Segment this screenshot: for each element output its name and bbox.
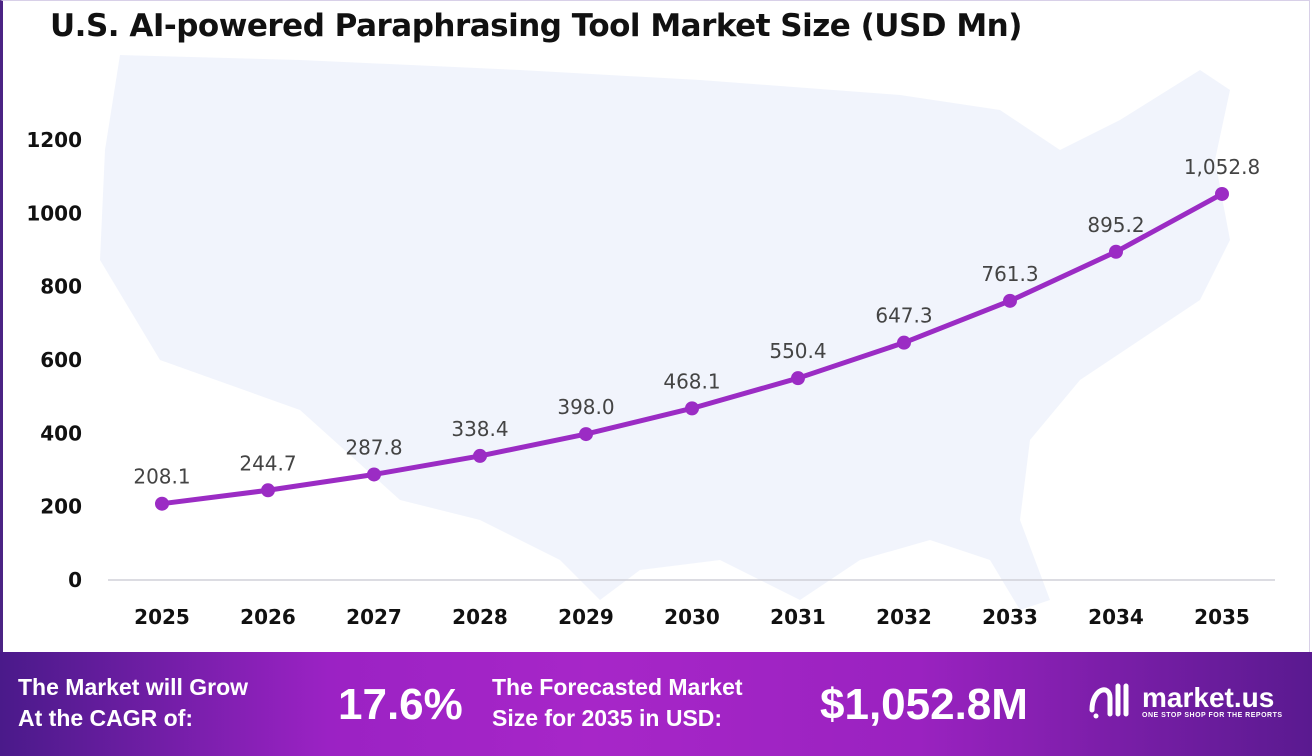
- forecast-label: The Forecasted Market Size for 2035 in U…: [492, 672, 743, 734]
- y-tick-label: 1200: [26, 128, 82, 152]
- data-label: 761.3: [981, 262, 1038, 286]
- chart-title: U.S. AI-powered Paraphrasing Tool Market…: [50, 8, 1022, 44]
- data-label: 895.2: [1087, 213, 1144, 237]
- x-tick-label: 2025: [134, 605, 190, 629]
- data-point: [367, 467, 381, 482]
- x-tick-label: 2027: [346, 605, 402, 629]
- cagr-label-line2: At the CAGR of:: [18, 705, 194, 731]
- data-label: 550.4: [769, 339, 826, 363]
- chart-frame: [0, 0, 1310, 652]
- data-label: 287.8: [345, 435, 402, 459]
- y-tick-label: 600: [40, 348, 82, 372]
- line-chart: 0 200 400 600 800 1000 1200 2025 2026 2027 2028 20…: [26, 55, 1275, 629]
- data-point: [579, 427, 593, 442]
- y-tick-label: 1000: [26, 201, 82, 225]
- x-tick-label: 2028: [452, 605, 508, 629]
- us-map-background: [100, 55, 1230, 610]
- y-tick-label: 200: [40, 495, 82, 519]
- y-tick-label: 0: [68, 568, 82, 592]
- x-tick-label: 2035: [1194, 605, 1250, 629]
- data-point: [1109, 244, 1123, 259]
- x-tick-label: 2031: [770, 605, 826, 629]
- data-point: [261, 483, 275, 498]
- data-point: [1003, 293, 1017, 308]
- logo-tagline: ONE STOP SHOP FOR THE REPORTS: [1142, 711, 1283, 719]
- data-point: [473, 448, 487, 463]
- data-label: 398.0: [557, 395, 614, 419]
- data-point: [791, 371, 805, 386]
- cagr-label-line1: The Market will Grow: [18, 674, 249, 700]
- data-label: 647.3: [875, 304, 932, 328]
- forecast-label-line2: Size for 2035 in USD:: [492, 705, 723, 731]
- data-label: 338.4: [451, 417, 508, 441]
- logo-name: market.us: [1142, 681, 1275, 713]
- y-tick-label: 400: [40, 421, 82, 445]
- cagr-label: The Market will Grow At the CAGR of:: [18, 672, 248, 734]
- x-tick-label: 2030: [664, 605, 720, 629]
- market-us-logo: market.us ONE STOP SHOP FOR THE REPORTS: [1088, 680, 1283, 720]
- x-tick-label: 2029: [558, 605, 614, 629]
- y-tick-label: 800: [40, 275, 82, 299]
- data-label: 208.1: [133, 465, 190, 489]
- logo-icon: [1089, 683, 1129, 719]
- data-label: 1,052.8: [1184, 155, 1260, 179]
- x-tick-label: 2033: [982, 605, 1038, 629]
- x-tick-label: 2032: [876, 605, 932, 629]
- data-point: [1215, 186, 1229, 201]
- data-label: 244.7: [239, 451, 296, 475]
- data-point: [897, 335, 911, 350]
- forecast-value: $1,052.8M: [820, 680, 1028, 729]
- cagr-value: 17.6%: [338, 680, 463, 729]
- data-point: [155, 496, 169, 511]
- data-point: [685, 401, 699, 416]
- forecast-label-line1: The Forecasted Market: [492, 674, 743, 700]
- footer-banner: The Market will Grow At the CAGR of: 17.…: [0, 652, 1312, 756]
- x-tick-label: 2026: [240, 605, 296, 629]
- x-tick-label: 2034: [1088, 605, 1144, 629]
- data-label: 468.1: [663, 369, 720, 393]
